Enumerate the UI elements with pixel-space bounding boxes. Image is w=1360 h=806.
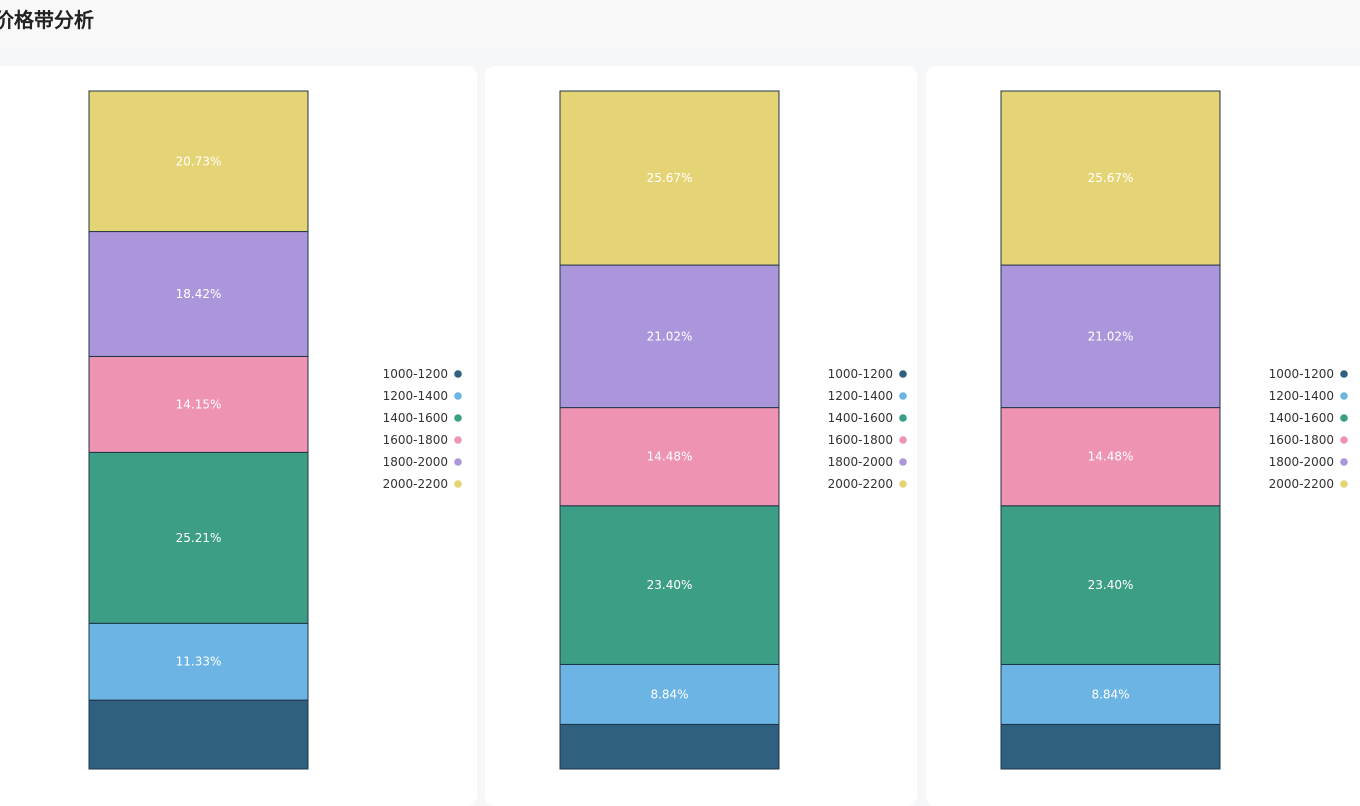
bar-segment-1400-1600[interactable] [88, 451, 309, 624]
bar-segment-1000-1200[interactable] [559, 723, 780, 770]
stacked-bar-chart-1: 11.33% 25.21% 14.15% 18.42% 20.73% 1000-1200 1… [88, 90, 462, 770]
legend-dot-1800-2000[interactable] [1340, 458, 1348, 466]
bar-segment-1600-1800[interactable] [559, 407, 780, 507]
legend-label-1200-1400[interactable]: 1200-1400 [1269, 389, 1334, 403]
legend-label-1800-2000[interactable]: 1800-2000 [1269, 455, 1334, 469]
segment-label-2000-2200: 20.73% [176, 154, 222, 168]
segment-label-1800-2000: 21.02% [1088, 329, 1134, 343]
bar-segment-1400-1600[interactable] [559, 505, 780, 665]
legend-dot-1000-1200[interactable] [1340, 370, 1348, 378]
legend-dot-1400-1600[interactable] [454, 414, 462, 422]
segment-label-1400-1600: 23.40% [647, 578, 693, 592]
legend-label-1000-1200[interactable]: 1000-1200 [1269, 367, 1334, 381]
bar-segment-1000-1200[interactable] [88, 699, 309, 770]
segment-label-1600-1800: 14.48% [1088, 450, 1134, 464]
bar-segment-1200-1400[interactable] [559, 663, 780, 725]
segment-label-1600-1800: 14.48% [647, 450, 693, 464]
legend-dot-1800-2000[interactable] [899, 458, 907, 466]
legend-dot-1200-1400[interactable] [1340, 392, 1348, 400]
legend-label-1600-1800[interactable]: 1600-1800 [1269, 433, 1334, 447]
bar-segment-2000-2200[interactable] [559, 90, 780, 266]
header-bar: 价格带分析 [0, 0, 1360, 48]
bar-segment-2000-2200[interactable] [88, 90, 309, 233]
chart-card-1: 11.33% 25.21% 14.15% 18.42% 20.73% 1000-1200 1… [0, 66, 477, 806]
segment-label-1200-1400: 11.33% [176, 655, 222, 669]
legend-label-1800-2000[interactable]: 1800-2000 [828, 455, 893, 469]
segment-label-1800-2000: 21.02% [647, 329, 693, 343]
legend-label-1600-1800[interactable]: 1600-1800 [828, 433, 893, 447]
chart-card-3: 8.84% 23.40% 14.48% 21.02% 25.67% 1000-1200 12… [926, 66, 1360, 806]
legend-label-1200-1400[interactable]: 1200-1400 [383, 389, 448, 403]
legend-dot-2000-2200[interactable] [899, 480, 907, 488]
segment-label-1800-2000: 18.42% [176, 287, 222, 301]
legend-dot-1600-1800[interactable] [899, 436, 907, 444]
segment-label-1400-1600: 23.40% [1088, 578, 1134, 592]
legend-label-1600-1800[interactable]: 1600-1800 [383, 433, 448, 447]
segment-label-1600-1800: 14.15% [176, 397, 222, 411]
legend-dot-1000-1200[interactable] [899, 370, 907, 378]
legend-label-1000-1200[interactable]: 1000-1200 [383, 367, 448, 381]
legend-dot-1600-1800[interactable] [1340, 436, 1348, 444]
legend-dot-1600-1800[interactable] [454, 436, 462, 444]
legend-label-1200-1400[interactable]: 1200-1400 [828, 389, 893, 403]
legend-label-1400-1600[interactable]: 1400-1600 [828, 411, 893, 425]
legend-label-2000-2200[interactable]: 2000-2200 [828, 477, 893, 491]
legend-dot-1800-2000[interactable] [454, 458, 462, 466]
stacked-bar-chart-2: 8.84% 23.40% 14.48% 21.02% 25.67% 1000-1200 12… [559, 90, 907, 770]
legend-dot-1000-1200[interactable] [454, 370, 462, 378]
legend-label-1000-1200[interactable]: 1000-1200 [828, 367, 893, 381]
bar-segment-1800-2000[interactable] [88, 231, 309, 357]
bar-segment-1800-2000[interactable] [559, 264, 780, 409]
bar-segment-1400-1600[interactable] [1000, 505, 1221, 665]
legend-label-1800-2000[interactable]: 1800-2000 [383, 455, 448, 469]
legend-label-1400-1600[interactable]: 1400-1600 [383, 411, 448, 425]
segment-label-1200-1400: 8.84% [1091, 687, 1129, 701]
bar-segment-1000-1200[interactable] [1000, 723, 1221, 770]
legend-dot-1200-1400[interactable] [454, 392, 462, 400]
legend-dot-2000-2200[interactable] [1340, 480, 1348, 488]
legend-dot-1400-1600[interactable] [1340, 414, 1348, 422]
bar-segment-1200-1400[interactable] [1000, 663, 1221, 725]
segment-label-2000-2200: 25.67% [647, 171, 693, 185]
legend-label-2000-2200[interactable]: 2000-2200 [383, 477, 448, 491]
legend-dot-1400-1600[interactable] [899, 414, 907, 422]
legend-label-2000-2200[interactable]: 2000-2200 [1269, 477, 1334, 491]
bar-segment-1600-1800[interactable] [1000, 407, 1221, 507]
segment-label-2000-2200: 25.67% [1088, 171, 1134, 185]
bar-segment-1200-1400[interactable] [88, 622, 309, 701]
segment-label-1200-1400: 8.84% [650, 687, 688, 701]
chart-card-2: 8.84% 23.40% 14.48% 21.02% 25.67% 1000-1200 12… [485, 66, 917, 806]
page-title: 价格带分析 [0, 8, 94, 32]
legend-dot-2000-2200[interactable] [454, 480, 462, 488]
stacked-bar-chart-3: 8.84% 23.40% 14.48% 21.02% 25.67% 1000-1200 12… [1000, 90, 1348, 770]
segment-label-1400-1600: 25.21% [176, 531, 222, 545]
bar-segment-2000-2200[interactable] [1000, 90, 1221, 266]
legend-label-1400-1600[interactable]: 1400-1600 [1269, 411, 1334, 425]
legend-dot-1200-1400[interactable] [899, 392, 907, 400]
